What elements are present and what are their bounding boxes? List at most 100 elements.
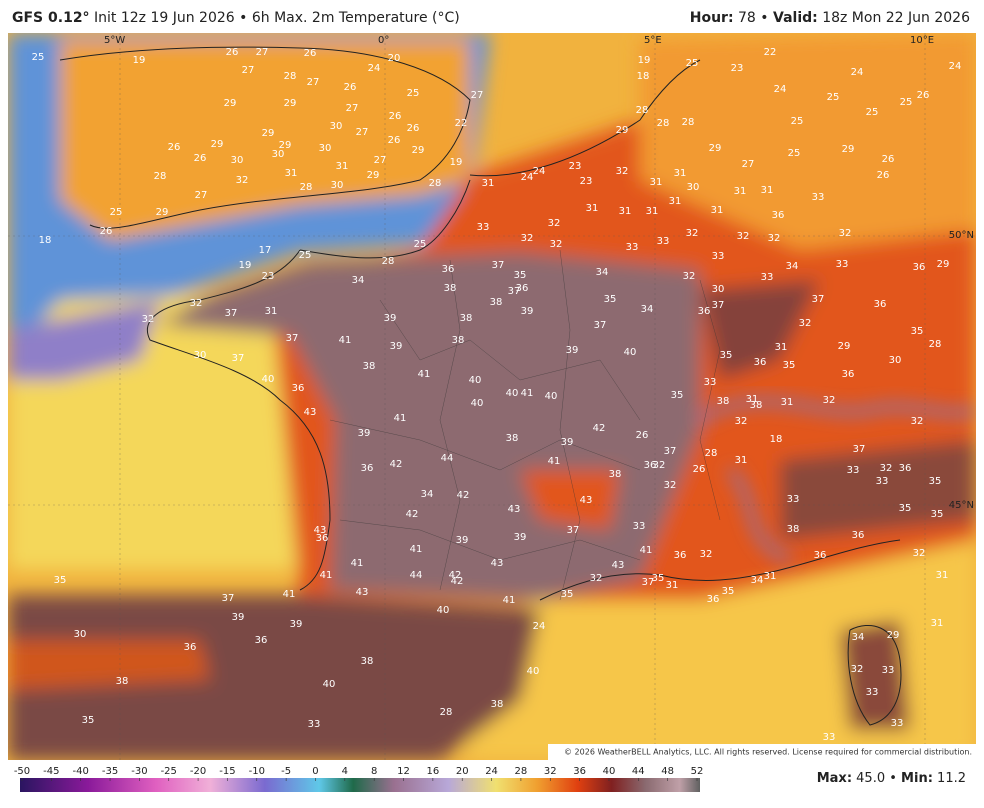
temperature-label: 33: [866, 687, 879, 698]
temperature-label: 36: [814, 550, 827, 561]
temperature-label: 31: [734, 186, 747, 197]
temperature-label: 36: [361, 463, 374, 474]
temperature-label: 19: [450, 157, 463, 168]
temperature-label: 26: [917, 90, 930, 101]
temperature-label: 33: [882, 665, 895, 676]
temperature-label: 37: [508, 286, 521, 297]
temperature-label: 31: [674, 168, 687, 179]
temperature-label: 33: [626, 242, 639, 253]
temperature-label: 23: [731, 63, 744, 74]
temperature-label: 26: [389, 111, 402, 122]
temperature-label: 29: [211, 139, 224, 150]
temperature-label: 35: [929, 476, 942, 487]
temperature-label: 38: [444, 283, 457, 294]
temperature-label: 39: [514, 532, 527, 543]
temperature-label: 24: [949, 61, 962, 72]
temperature-label: 28: [682, 117, 695, 128]
temperature-label: 36: [852, 530, 865, 541]
temperature-label: 33: [308, 719, 321, 730]
temperature-label: 24: [851, 67, 864, 78]
temperature-label: 25: [866, 107, 879, 118]
temperature-label: 27: [307, 77, 320, 88]
temperature-label: 43: [491, 558, 504, 569]
temperature-label: 30: [712, 284, 725, 295]
temperature-label: 24: [521, 172, 534, 183]
temperature-label: 43: [580, 495, 593, 506]
temperature-label: 33: [812, 192, 825, 203]
colorbar-tick-label: 40: [603, 766, 616, 777]
colorbar-tick-label: 16: [427, 766, 440, 777]
coordinate-label: 10°E: [910, 35, 934, 46]
temperature-label: 31: [764, 571, 777, 582]
temperature-label: 26: [194, 153, 207, 164]
temperature-label: 40: [545, 391, 558, 402]
temperature-label: 28: [300, 182, 313, 193]
temperature-label: 28: [284, 71, 297, 82]
temperature-label: 25: [827, 92, 840, 103]
temperature-label: 32: [616, 166, 629, 177]
temperature-label: 30: [272, 149, 285, 160]
temperature-label: 43: [612, 560, 625, 571]
colorbar-tick-label: 48: [661, 766, 674, 777]
temperature-label: 33: [836, 259, 849, 270]
temperature-label: 33: [704, 377, 717, 388]
temperature-label: 41: [283, 589, 296, 600]
temperature-label: 29: [838, 341, 851, 352]
temperature-label: 37: [225, 308, 238, 319]
temperature-label: 23: [569, 161, 582, 172]
temperature-label: 36: [674, 550, 687, 561]
temperature-label: 30: [889, 355, 902, 366]
temperature-label: 43: [304, 407, 317, 418]
temperature-label: 28: [429, 178, 442, 189]
temperature-label: 40: [437, 605, 450, 616]
temperature-label: 31: [336, 161, 349, 172]
temperature-label: 30: [687, 182, 700, 193]
temperature-label: 36: [899, 463, 912, 474]
temperature-label: 32: [521, 233, 534, 244]
colorbar: -50 -45 -40 -35 -30 -25 -20 -15 -10 -5 0 4 8 12 16 20 24…: [14, 766, 703, 792]
temperature-label: 38: [452, 335, 465, 346]
temperature-label: 29: [842, 144, 855, 155]
temperature-label: 36: [707, 594, 720, 605]
temperature-label: 42: [406, 509, 419, 520]
temperature-label: 30: [194, 350, 207, 361]
temperature-label: 37: [222, 593, 235, 604]
temperature-label: 39: [521, 306, 534, 317]
temperature-label: 31: [735, 455, 748, 466]
colorbar-tick-label: -10: [249, 766, 265, 777]
temperature-label: 26: [693, 464, 706, 475]
temperature-label: 26: [304, 48, 317, 59]
temperature-label: 36: [698, 306, 711, 317]
temperature-label: 32: [839, 228, 852, 239]
temperature-label: 31: [775, 342, 788, 353]
hour-value: 78 •: [738, 10, 769, 26]
temperature-label: 28: [382, 256, 395, 267]
temperature-label: 35: [722, 586, 735, 597]
temperature-label: 22: [764, 47, 777, 58]
temperature-label: 43: [356, 587, 369, 598]
temperature-label: 32: [550, 239, 563, 250]
model: GFS 0.12°: [12, 10, 90, 26]
temperature-label: 38: [609, 469, 622, 480]
temperature-label: 36: [516, 283, 529, 294]
temperature-label: 20: [388, 53, 401, 64]
temperature-label: 36: [874, 299, 887, 310]
temperature-label: 37: [812, 294, 825, 305]
temperature-label: 25: [32, 52, 45, 63]
temperature-label: 31: [931, 618, 944, 629]
temperature-label: 24: [533, 621, 546, 632]
temperature-label: 31: [666, 580, 679, 591]
temperature-label: 34: [352, 275, 365, 286]
temperature-label: 40: [624, 347, 637, 358]
temperature-label: 35: [54, 575, 67, 586]
temperature-label: 32: [236, 175, 249, 186]
temperature-label: 36: [754, 357, 767, 368]
coordinate-label: 5°W: [104, 35, 125, 46]
temperature-label: 38: [460, 313, 473, 324]
temperature-label: 31: [646, 206, 659, 217]
temperature-label: 40: [323, 679, 336, 690]
temperature-label: 26: [407, 123, 420, 134]
temperature-label: 38: [361, 656, 374, 667]
